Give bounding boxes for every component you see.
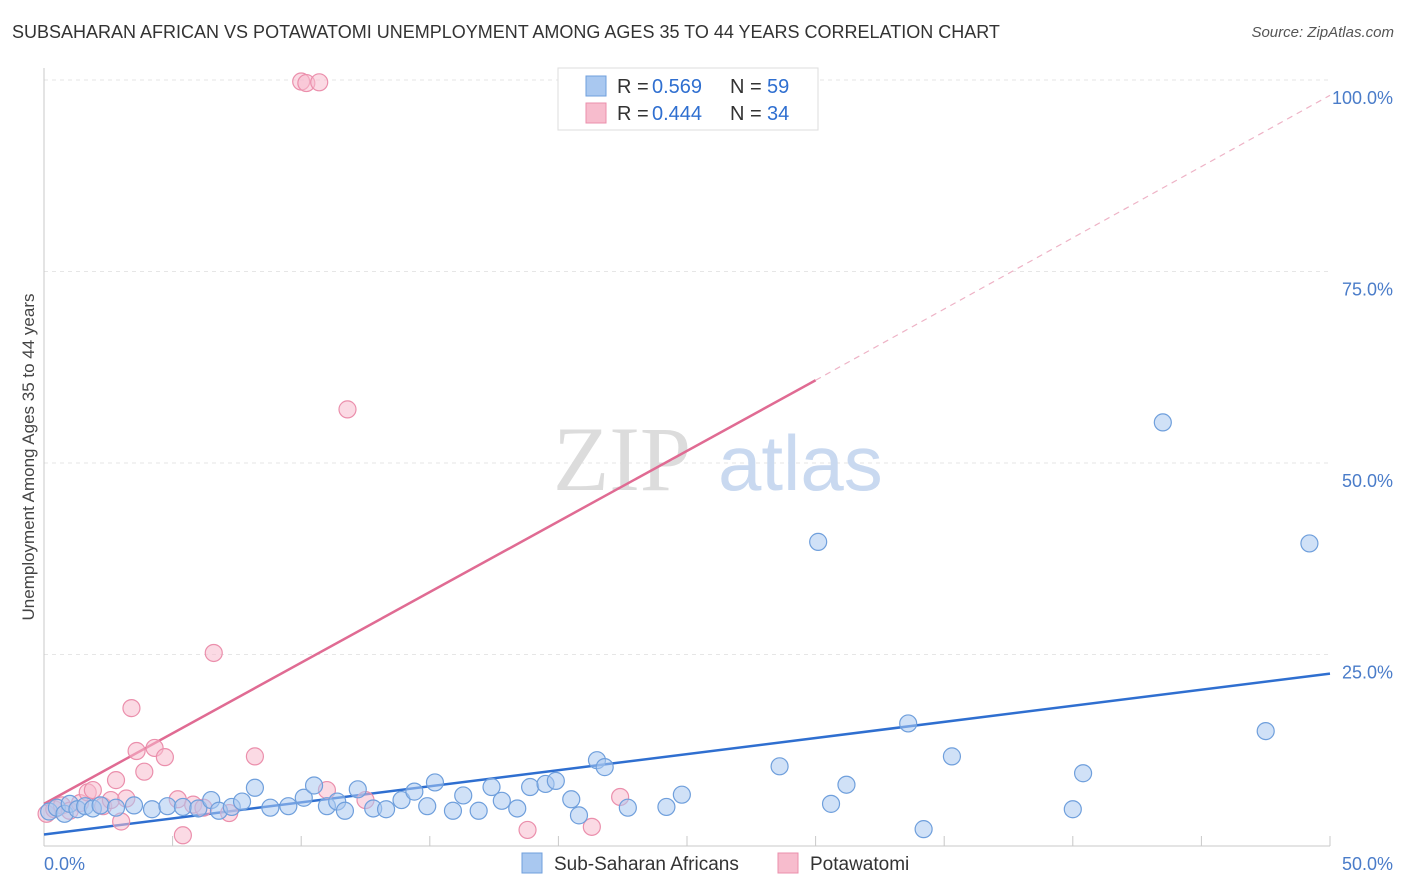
source-credit: Source: ZipAtlas.com [1251,24,1394,41]
x-tick-label-min: 0.0% [44,854,85,874]
sub-saharan-point-35 [469,801,488,820]
y-tick-labels: 25.0% 50.0% 75.0% 100.0% [1332,88,1393,683]
y-tick-label-75: 75.0% [1342,280,1393,300]
sub-saharan-point-30 [405,782,424,801]
sub-saharan-point-60 [1300,534,1319,553]
y-tick-label-25: 25.0% [1342,663,1393,683]
sub-saharan-point-12 [173,797,192,817]
sub-saharan-point-58 [1153,413,1172,432]
series-legend: Sub-Saharan Africans Potawatomi [521,852,909,875]
series-swatch-sub-saharan [521,852,543,874]
x-tick-label-max: 50.0% [1342,854,1393,874]
sub-saharan-point-28 [376,800,396,819]
sub-saharan-point-54 [914,820,933,839]
trend-line-potawatomi [43,379,817,805]
sub-saharan-point-42 [562,790,581,809]
legend-r-value-pink: 0.444 [652,103,702,125]
sub-saharan-point-48 [672,785,691,804]
sub-saharan-point-47 [657,797,676,817]
legend-n-label-pink: N = [730,103,762,125]
potawatomi-point-13 [127,741,146,761]
potawatomi-point-30 [582,817,601,836]
legend: R = 0.569 N = 59 R = 0.444 N = 34 [557,67,819,131]
sub-saharan-point-33 [443,801,463,820]
series-label-potawatomi: Potawatomi [810,854,909,875]
trend-line-sub-saharan [43,672,1331,836]
sub-saharan-point-19 [261,798,280,817]
sub-saharan-points [40,413,1319,839]
potawatomi-point-28 [338,400,357,419]
sub-saharan-point-17 [232,792,252,811]
sub-saharan-point-32 [425,773,445,792]
sub-saharan-point-22 [304,776,324,795]
sub-saharan-point-38 [508,799,527,818]
legend-swatch-pink [585,102,607,124]
axes [43,68,1330,847]
potawatomi-point-18 [173,826,192,845]
sub-saharan-point-34 [454,786,473,805]
potawatomi-point-6 [83,780,102,800]
y-tick-label-50: 50.0% [1342,471,1393,491]
legend-r-label-blue: R = [617,76,649,98]
sub-saharan-point-7 [91,796,110,815]
sub-saharan-point-11 [158,797,177,816]
sub-saharan-point-18 [245,778,265,797]
legend-r-value-blue: 0.569 [652,76,702,98]
sub-saharan-point-25 [335,801,355,820]
sub-saharan-point-39 [521,777,540,797]
trend-line-potawatomi-extension [815,94,1331,381]
potawatomi-point-29 [518,820,537,840]
legend-r-label-pink: R = [617,103,649,125]
legend-n-value-blue: 59 [767,76,789,98]
potawatomi-point-26 [310,73,329,92]
sub-saharan-point-29 [392,790,411,810]
sub-saharan-point-53 [899,714,918,733]
potawatomi-point-21 [204,643,223,663]
sub-saharan-point-51 [821,794,841,813]
sub-saharan-point-13 [189,799,208,818]
sub-saharan-point-49 [770,757,789,776]
x-tick-labels: 0.0% 50.0% [44,854,1393,874]
sub-saharan-point-20 [279,797,298,816]
sub-saharan-point-41 [546,771,565,790]
sub-saharan-point-55 [942,747,962,766]
sub-saharan-point-45 [595,758,614,777]
potawatomi-point-12 [122,699,141,718]
sub-saharan-point-50 [809,532,828,551]
sub-saharan-point-8 [106,798,126,817]
sub-saharan-point-10 [142,800,162,819]
trend-lines [43,94,1331,836]
sub-saharan-point-9 [124,796,144,815]
legend-n-value-pink: 34 [767,103,789,125]
series-swatch-potawatomi [777,852,799,874]
sub-saharan-point-57 [1073,764,1093,783]
sub-saharan-point-59 [1256,721,1275,741]
sub-saharan-point-46 [618,798,637,817]
sub-saharan-point-31 [418,797,437,816]
series-label-sub-saharan: Sub-Saharan Africans [554,854,739,875]
potawatomi-point-16 [155,748,174,767]
chart-title: SUBSAHARAN AFRICAN VS POTAWATOMI UNEMPLO… [12,22,1000,42]
sub-saharan-point-36 [482,777,501,797]
legend-swatch-blue [585,75,607,97]
sub-saharan-point-37 [492,791,511,810]
sub-saharan-point-52 [837,775,856,794]
sub-saharan-point-56 [1063,800,1082,819]
potawatomi-point-9 [106,771,126,790]
sub-saharan-point-21 [294,788,313,807]
y-axis-label: Unemployment Among Ages 35 to 44 years [19,294,38,621]
potawatomi-point-14 [135,762,154,781]
sub-saharan-point-26 [348,780,367,799]
legend-n-label-blue: N = [730,76,762,98]
watermark-atlas: atlas [718,419,883,507]
potawatomi-point-23 [245,747,265,766]
watermark: ZIP atlas [553,408,883,510]
watermark-zip: ZIP [553,408,691,510]
y-tick-label-100: 100.0% [1332,88,1393,108]
sub-saharan-point-43 [569,806,589,825]
